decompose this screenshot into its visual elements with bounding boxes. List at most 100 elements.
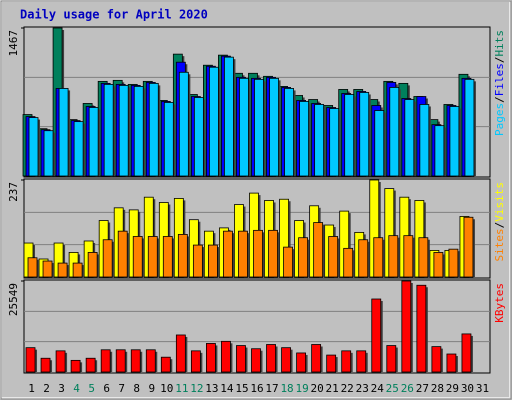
bar	[313, 222, 324, 278]
bar	[416, 284, 427, 373]
legend-entry: KBytes	[493, 283, 506, 323]
x-tick-label: 8	[133, 382, 140, 395]
bar	[162, 236, 173, 278]
legend: Pages/Files/Hits	[493, 30, 506, 136]
x-tick-label: 23	[356, 382, 369, 395]
bar	[373, 237, 384, 278]
bar	[419, 104, 430, 177]
bar	[85, 357, 96, 373]
bar	[175, 334, 186, 373]
x-tick-label: 10	[160, 382, 173, 395]
bar	[28, 117, 39, 177]
bar	[251, 348, 261, 373]
bar	[42, 260, 53, 278]
bar	[224, 56, 234, 177]
bar	[341, 350, 352, 373]
bar	[388, 235, 399, 278]
bar	[418, 237, 429, 278]
x-tick-label: 5	[88, 382, 95, 395]
bar	[239, 77, 249, 177]
x-tick-label: 16	[250, 382, 263, 395]
bar	[70, 359, 81, 373]
y-tick-label: 1467	[7, 30, 20, 57]
bar	[299, 101, 309, 177]
bar	[88, 107, 99, 177]
y-tick-label: 237	[7, 182, 20, 202]
legend-entry: Files	[493, 63, 506, 96]
bar	[236, 345, 246, 373]
bar	[433, 252, 444, 278]
legend-separator: /	[493, 57, 506, 64]
bar	[209, 66, 219, 177]
bar	[190, 350, 201, 373]
x-tick-label: 12	[190, 382, 203, 395]
x-tick-label: 19	[295, 382, 308, 395]
bar	[147, 236, 158, 278]
bar	[386, 345, 397, 373]
x-tick-label: 28	[431, 382, 444, 395]
bar	[254, 78, 264, 177]
bar	[221, 340, 231, 373]
bar	[404, 99, 415, 177]
bar	[163, 102, 174, 177]
x-tick-label: 31	[476, 382, 489, 395]
bar	[266, 344, 276, 373]
bar	[87, 252, 98, 278]
bar	[298, 237, 308, 278]
bar	[359, 92, 370, 177]
bar	[356, 350, 367, 373]
legend-entry: Pages	[493, 103, 506, 136]
bar	[73, 121, 84, 177]
x-tick-label: 13	[205, 382, 218, 395]
legend-separator: /	[493, 96, 506, 103]
x-tick-label: 11	[175, 382, 188, 395]
bar	[100, 349, 111, 373]
bar	[329, 108, 340, 177]
bar	[326, 354, 337, 373]
x-tick-label: 3	[58, 382, 65, 395]
bar	[311, 344, 322, 373]
bar	[160, 356, 171, 373]
bar	[268, 229, 278, 278]
x-tick-label: 30	[461, 382, 474, 395]
x-tick-label: 14	[220, 382, 234, 395]
bar	[371, 298, 382, 373]
bar	[192, 244, 203, 278]
bar	[55, 350, 66, 373]
x-tick-label: 25	[386, 382, 399, 395]
x-tick-label: 9	[148, 382, 155, 395]
bar	[344, 94, 355, 177]
bar	[177, 234, 188, 278]
bar	[389, 87, 400, 177]
bar	[115, 349, 126, 373]
x-tick-label: 27	[416, 382, 429, 395]
bar	[238, 230, 248, 278]
bar	[208, 244, 218, 278]
x-tick-label: 4	[73, 382, 80, 395]
x-tick-label: 18	[280, 382, 293, 395]
x-tick-label: 24	[371, 382, 385, 395]
bar	[40, 357, 51, 373]
y-tick-label: 25549	[7, 283, 20, 316]
bar	[133, 86, 144, 177]
bar	[117, 230, 128, 278]
bar	[464, 78, 475, 177]
bar	[431, 346, 442, 373]
bar	[284, 88, 294, 177]
bar	[461, 333, 472, 373]
bar	[449, 106, 460, 177]
bar	[403, 235, 414, 278]
legend: Sites/Visits	[493, 182, 506, 262]
bar	[118, 85, 129, 177]
bar	[448, 248, 459, 278]
bar	[58, 88, 69, 177]
bar	[401, 280, 412, 373]
x-tick-label: 29	[446, 382, 459, 395]
bar	[358, 239, 369, 278]
x-tick-label: 7	[118, 382, 125, 395]
bar	[206, 343, 216, 373]
bar	[446, 353, 457, 373]
bar	[269, 77, 279, 177]
